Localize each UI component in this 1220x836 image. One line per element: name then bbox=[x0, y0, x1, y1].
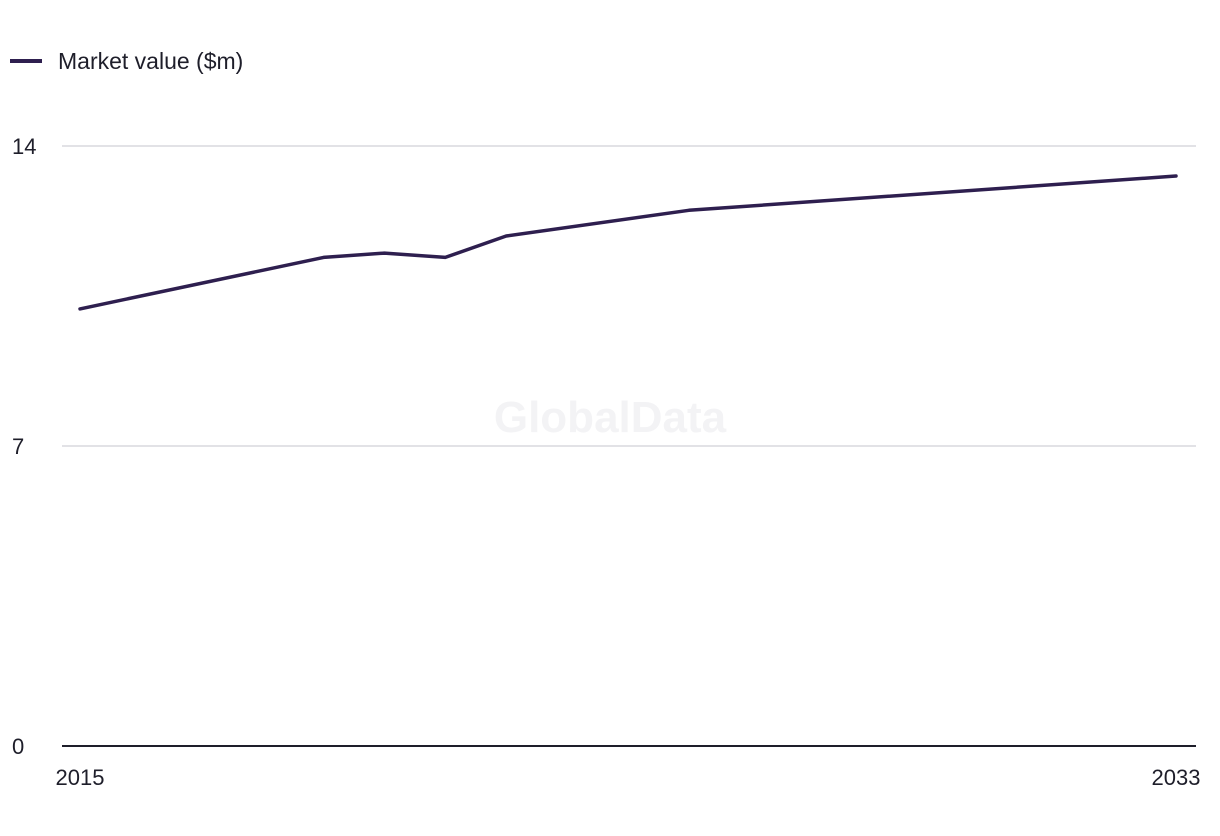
legend: Market value ($m) bbox=[10, 48, 243, 74]
x-tick-label: 2015 bbox=[56, 765, 105, 790]
series-group bbox=[78, 174, 1178, 311]
y-tick-label: 7 bbox=[12, 434, 24, 459]
y-tick-label: 14 bbox=[12, 134, 36, 159]
watermark: GlobalData bbox=[494, 393, 727, 442]
series-line-market-value bbox=[78, 174, 1178, 311]
gridlines bbox=[62, 145, 1196, 747]
y-axis-tick-labels: 0 7 14 bbox=[12, 134, 36, 759]
legend-label: Market value ($m) bbox=[58, 48, 243, 74]
x-tick-label: 2033 bbox=[1152, 765, 1201, 790]
x-axis-tick-labels: 2015 2033 bbox=[56, 765, 1201, 790]
y-tick-label: 0 bbox=[12, 734, 24, 759]
